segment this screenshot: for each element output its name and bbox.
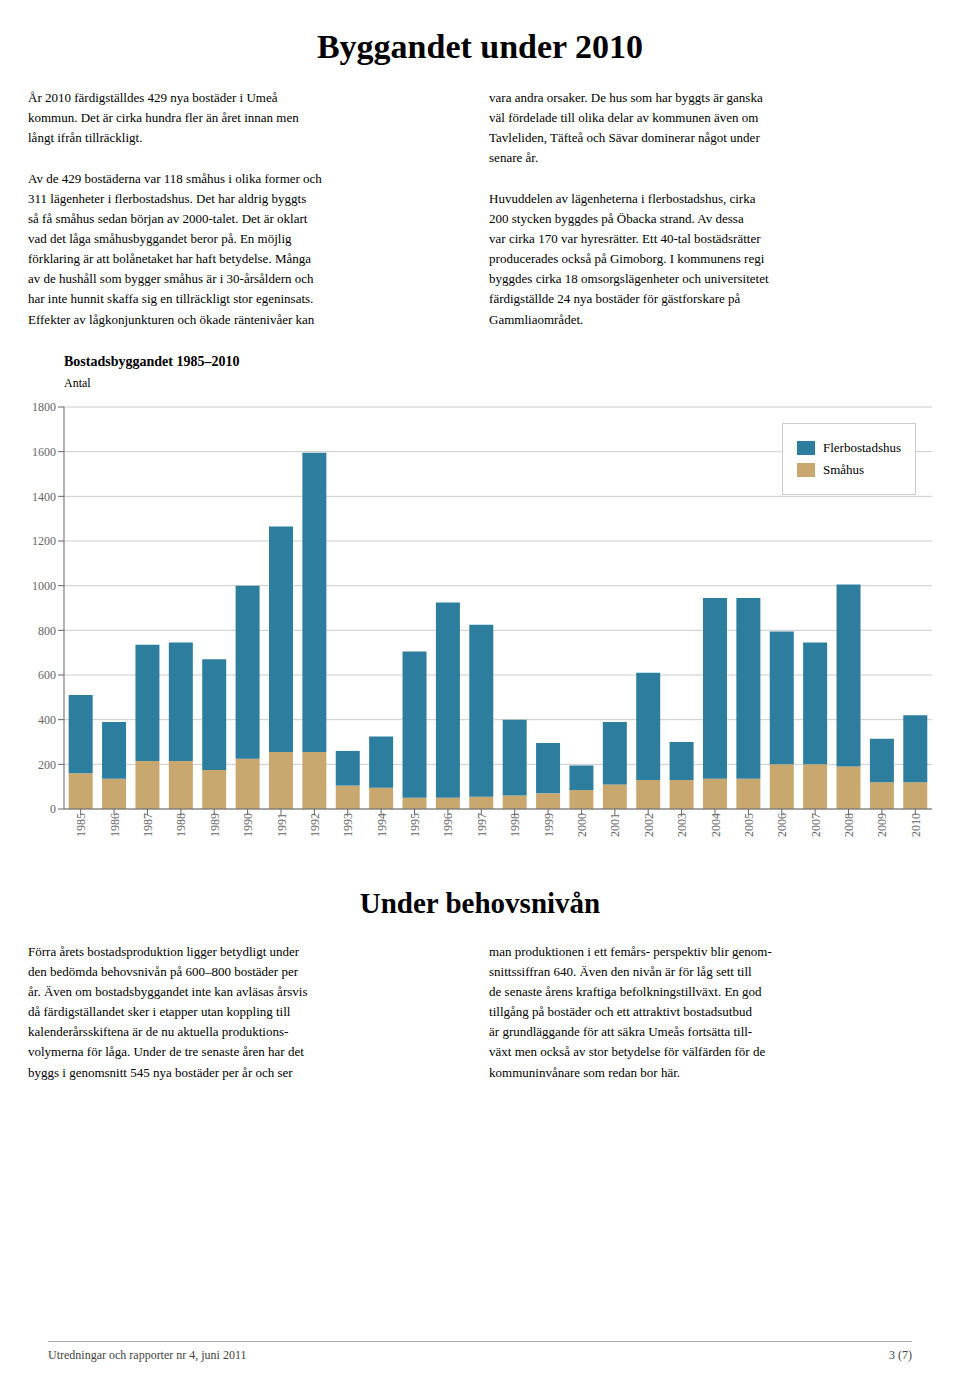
svg-text:1993: 1993 [341, 813, 355, 837]
svg-text:400: 400 [38, 713, 56, 727]
svg-text:1987: 1987 [141, 813, 155, 837]
html-text:Bostadsbyggandet 1985–2010: Bostadsbyggandet 1985–2010 [64, 353, 240, 369]
html-text:man produktionen i ett femårs-: man produktionen i ett femårs- perspekti… [489, 943, 772, 1080]
svg-text:2009: 2009 [875, 813, 889, 837]
svg-text:1991: 1991 [275, 813, 289, 837]
html-text:Förra årets bostadsproduktion: Förra årets bostadsproduktion ligger bet… [28, 943, 308, 1080]
svg-text:1400: 1400 [32, 489, 56, 503]
svg-text:1990: 1990 [241, 813, 255, 837]
svg-text:1995: 1995 [408, 813, 422, 837]
svg-text:1985: 1985 [74, 813, 88, 837]
svg-text:1994: 1994 [375, 813, 389, 837]
html-text:Byggandet under 2010: Byggandet under 2010 [316, 28, 644, 65]
html-text:Flerbostadshus: Flerbostadshus [823, 439, 901, 455]
html-text:Antal: Antal [64, 375, 91, 390]
svg-text:1800: 1800 [32, 400, 56, 414]
svg-text:1996: 1996 [441, 813, 455, 837]
svg-text:2003: 2003 [675, 813, 689, 837]
svg-text:2008: 2008 [842, 813, 856, 837]
svg-text:1999: 1999 [542, 813, 556, 837]
svg-text:2006: 2006 [775, 813, 789, 837]
svg-text:1986: 1986 [108, 813, 122, 837]
svg-text:800: 800 [38, 623, 56, 637]
html-text:Under behovsnivån: Under behovsnivån [359, 886, 601, 919]
svg-text:2004: 2004 [709, 813, 723, 837]
html-text:Utredningar och rapporter nr 4: Utredningar och rapporter nr 4, juni 201… [48, 1348, 247, 1362]
svg-text:1988: 1988 [174, 813, 188, 837]
svg-text:1997: 1997 [475, 813, 489, 837]
svg-text:1992: 1992 [308, 813, 322, 837]
html-text:3 (7): 3 (7) [889, 1348, 912, 1362]
svg-text:1989: 1989 [208, 813, 222, 837]
svg-text:2005: 2005 [742, 813, 756, 837]
svg-text:1998: 1998 [508, 813, 522, 837]
svg-text:200: 200 [38, 757, 56, 771]
svg-text:2000: 2000 [575, 813, 589, 837]
svg-text:2010: 2010 [909, 813, 923, 837]
html-text:vara andra orsaker. De hus som: vara andra orsaker. De hus som har byggt… [489, 90, 769, 327]
svg-text:2002: 2002 [642, 813, 656, 837]
svg-text:2007: 2007 [809, 813, 823, 837]
svg-text:600: 600 [38, 668, 56, 682]
html-text:Småhus: Småhus [823, 461, 865, 477]
svg-text:1600: 1600 [32, 445, 56, 459]
svg-text:1000: 1000 [32, 579, 56, 593]
svg-text:0: 0 [50, 802, 56, 816]
svg-text:2001: 2001 [608, 813, 622, 837]
html-text:År 2010 färdigställdes 429 nya: År 2010 färdigställdes 429 nya bostäder … [28, 90, 322, 327]
svg-text:1200: 1200 [32, 534, 56, 548]
